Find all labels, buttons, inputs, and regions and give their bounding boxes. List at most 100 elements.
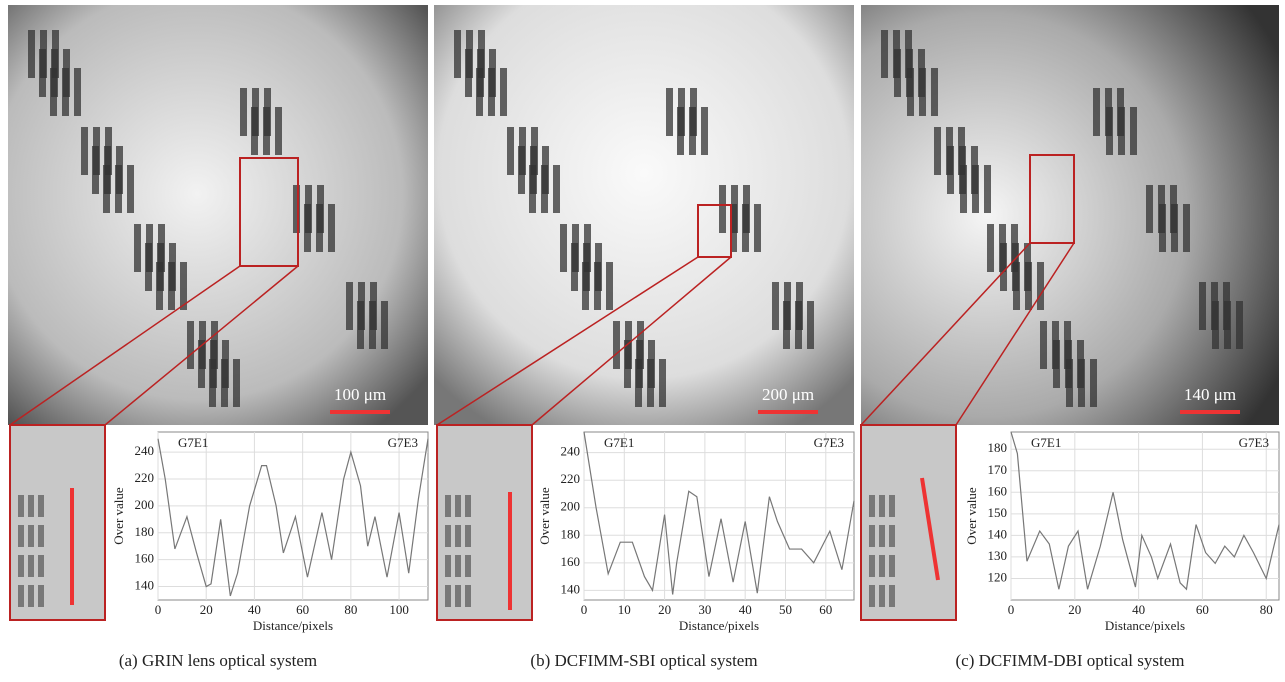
zoom-bar (18, 585, 24, 607)
target-bar (1224, 301, 1231, 349)
y-tick-label: 200 (135, 497, 155, 512)
scale-bar (330, 410, 390, 414)
target-bar (346, 282, 353, 330)
target-bar (689, 107, 696, 155)
target-bar (357, 301, 364, 349)
zoom-bar (38, 495, 44, 517)
y-axis-label: Over value (964, 487, 979, 545)
target-bar (795, 301, 802, 349)
target-bar (1037, 262, 1044, 310)
x-tick-label: 100 (389, 602, 409, 617)
target-bar (381, 301, 388, 349)
y-tick-label: 220 (561, 471, 581, 486)
y-tick-label: 160 (561, 554, 581, 569)
target-bar (1199, 282, 1206, 330)
target-bar (931, 68, 938, 116)
target-bar (180, 262, 187, 310)
profile-curve (583, 431, 855, 595)
zoom-line (860, 242, 1031, 426)
y-tick-label: 200 (561, 499, 581, 514)
target-bar (807, 301, 814, 349)
plot-area (583, 431, 855, 601)
x-tick-label: 30 (698, 602, 711, 617)
zoom-bar (38, 585, 44, 607)
x-tick-label: 80 (344, 602, 357, 617)
target-bar (209, 359, 216, 407)
zoom-bar (445, 555, 451, 577)
zoom-bar (869, 555, 875, 577)
target-bar (1106, 107, 1113, 155)
target-bar (74, 68, 81, 116)
y-tick-label: 180 (561, 526, 581, 541)
target-bar (659, 359, 666, 407)
caption: (b) DCFIMM-SBI optical system (530, 651, 757, 670)
annotation: G7E1 (604, 435, 634, 450)
zoom-bar (28, 555, 34, 577)
scale-label: 200 μm (762, 385, 814, 404)
target-bar (1053, 340, 1060, 388)
zoom-bar (879, 555, 885, 577)
target-bar (701, 107, 708, 155)
target-bar (127, 165, 134, 213)
target-bar (240, 88, 247, 136)
scale-label: 100 μm (334, 385, 386, 404)
target-bar (647, 359, 654, 407)
target-bar (145, 243, 152, 291)
target-bar (81, 127, 88, 175)
zoom-bar (445, 495, 451, 517)
zoom-line (531, 256, 732, 426)
zoom-box (239, 157, 299, 267)
zoom-image (9, 424, 106, 621)
target-bar (1066, 359, 1073, 407)
zoom-bar (869, 525, 875, 547)
zoom-bar (889, 495, 895, 517)
x-tick-label: 10 (618, 602, 631, 617)
target-bar (103, 165, 110, 213)
scale-bar (1180, 410, 1240, 414)
y-tick-label: 120 (988, 569, 1008, 584)
scale-label: 140 μm (1184, 385, 1236, 404)
target-bar (500, 68, 507, 116)
target-bar (677, 107, 684, 155)
target-bar (187, 321, 194, 369)
target-bar (293, 185, 300, 233)
target-bar (263, 107, 270, 155)
target-bar (369, 301, 376, 349)
target-bar (754, 204, 761, 252)
zoom-bar (28, 585, 34, 607)
target-bar (1093, 88, 1100, 136)
zoom-bar (869, 495, 875, 517)
x-tick-label: 60 (1196, 602, 1209, 617)
zoom-bar (28, 495, 34, 517)
x-tick-label: 40 (739, 602, 752, 617)
zoom-bar (455, 525, 461, 547)
target-bar (488, 68, 495, 116)
target-bar (156, 262, 163, 310)
x-tick-label: 0 (581, 602, 588, 617)
target-bar (624, 340, 631, 388)
x-tick-label: 50 (779, 602, 792, 617)
x-tick-label: 0 (155, 602, 162, 617)
y-tick-label: 150 (988, 505, 1008, 520)
target-bar (666, 88, 673, 136)
zoom-bar (879, 525, 885, 547)
annotation: G7E3 (388, 435, 418, 450)
plot-area (1010, 431, 1280, 601)
annotation: G7E3 (814, 435, 844, 450)
x-tick-label: 20 (658, 602, 671, 617)
target-bar (1040, 321, 1047, 369)
target-bar (1013, 262, 1020, 310)
zoom-bar (465, 555, 471, 577)
target-bar (1078, 359, 1085, 407)
target-bar (507, 127, 514, 175)
zoom-bar (879, 585, 885, 607)
target-bar (1118, 107, 1125, 155)
zoom-bar (38, 525, 44, 547)
target-bar (934, 127, 941, 175)
target-bar (571, 243, 578, 291)
x-tick-label: 20 (200, 602, 213, 617)
zoom-bar (445, 525, 451, 547)
x-tick-label: 60 (296, 602, 309, 617)
zoom-line (436, 256, 699, 426)
